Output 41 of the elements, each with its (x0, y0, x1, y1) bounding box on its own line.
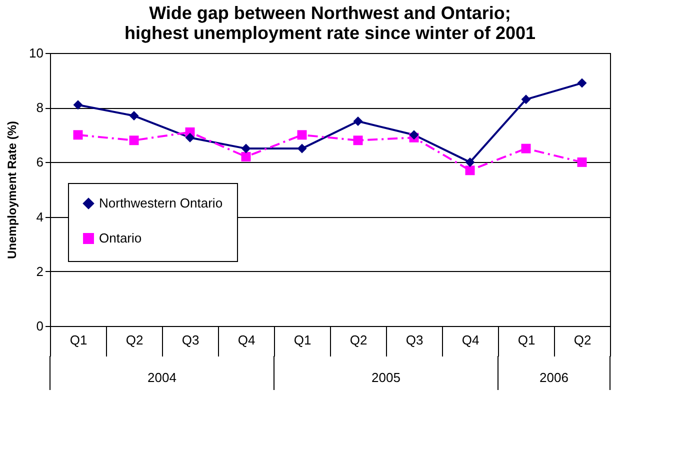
x-tick-label: Q2 (126, 332, 144, 348)
chart-title: Wide gap between Northwest and Ontario; highest unemployment rate since winter of 2001 (124, 3, 536, 43)
x-tick-label: Q2 (574, 332, 592, 348)
x-tick-label: Q1 (70, 332, 88, 348)
x-tick-label: Q2 (350, 332, 368, 348)
text: 2006 (540, 370, 568, 385)
x-tick-label: Q3 (182, 332, 200, 348)
point (577, 78, 587, 88)
point (521, 144, 531, 154)
point (353, 116, 363, 126)
point (297, 130, 307, 140)
text: 2005 (372, 370, 400, 385)
point (129, 136, 139, 146)
text: 2004 (148, 370, 176, 385)
y-tick-label: 6 (36, 154, 44, 170)
y-tick-label: 4 (36, 209, 44, 224)
point (521, 94, 531, 104)
point (241, 152, 251, 162)
point (297, 144, 307, 154)
legend-label: Ontario (99, 230, 142, 246)
y-tick-label: 2 (36, 264, 44, 279)
y-tick-label: 10 (29, 46, 44, 60)
point (465, 166, 475, 176)
point (409, 130, 419, 140)
point (353, 136, 363, 146)
x-tick-label: Q1 (518, 332, 536, 348)
point (73, 130, 83, 140)
point (73, 100, 83, 110)
y-axis-title: Unemployment Rate (%) (5, 120, 20, 260)
x-tick-label: Q4 (238, 332, 256, 348)
x-tick-label: Q1 (294, 332, 312, 348)
point (185, 132, 195, 142)
x-tick-label: Q4 (462, 332, 480, 348)
legend-label: Northwestern Ontario (99, 196, 223, 210)
point (241, 144, 251, 154)
point (465, 157, 475, 167)
y-tick-label: 8 (36, 100, 44, 116)
point (129, 111, 139, 121)
point (577, 157, 587, 167)
x-tick-label: Q3 (406, 332, 424, 348)
y-tick-label: 0 (36, 318, 44, 334)
